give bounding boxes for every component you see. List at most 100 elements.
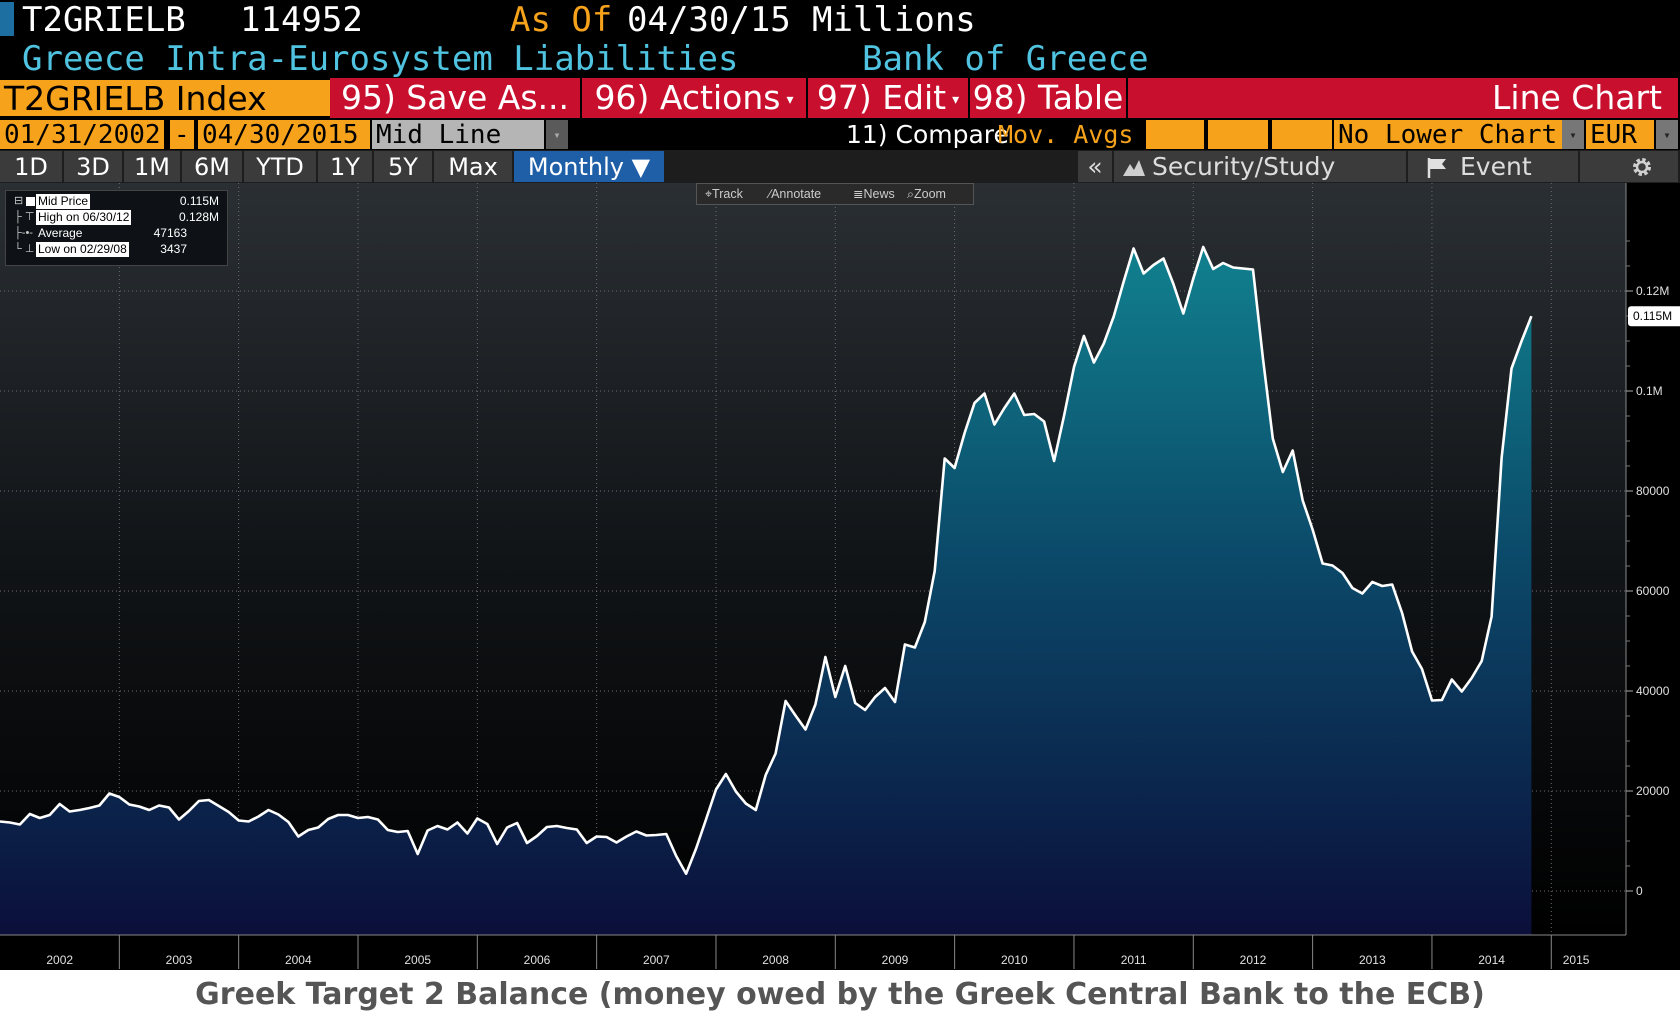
study-slot-1[interactable] <box>1146 120 1206 149</box>
series-line <box>0 245 1533 876</box>
start-date-input[interactable]: 01/31/2002 <box>0 120 164 150</box>
legend-row: ⊟ Mid Price 0.115M <box>6 194 227 209</box>
actions-button[interactable]: 96) Actions ▾ <box>582 78 808 118</box>
low-marker-icon: └ ⊥ <box>14 243 35 255</box>
x-tick-label: 2014 <box>1478 953 1505 967</box>
last-value-tag-text: 0.115M <box>1633 309 1672 323</box>
last-value: 114952 <box>240 0 363 40</box>
table-button[interactable]: 98) Table <box>970 78 1128 118</box>
end-date-input[interactable]: 04/30/2015 <box>198 120 370 150</box>
save-as-label: 95) Save As... <box>340 78 570 117</box>
as-of-date: 04/30/15 <box>627 0 791 40</box>
chart-mountain-icon <box>1123 160 1145 176</box>
legend-label: Average <box>38 226 83 240</box>
x-tick-label: 2006 <box>524 953 551 967</box>
y-tick-label: 0.12M <box>1636 284 1669 298</box>
legend-value: 47163 <box>153 226 187 240</box>
as-of-label: As Of <box>510 0 613 40</box>
legend-label: High on 06/30/12 <box>36 210 132 225</box>
chart-type-text: Line Chart <box>1492 78 1662 117</box>
settings-button[interactable] <box>1580 151 1680 182</box>
legend-row: └ ⊥ Low on 02/29/08 3437 <box>6 242 227 257</box>
period-bar: 1D 3D 1M 6M YTD 1Y 5Y Max Monthly ▼ « Se… <box>0 150 1680 183</box>
track-tool[interactable]: ⌖ Track <box>705 184 743 204</box>
annotate-label: Annotate <box>771 187 822 201</box>
event-button[interactable]: Event <box>1408 151 1580 182</box>
toolbar: T2GRIELB Index 95) Save As... 96) Action… <box>0 78 1680 118</box>
y-tick-label: 40000 <box>1636 684 1670 698</box>
security-name: Greece Intra-Eurosystem Liabilities <box>22 39 739 79</box>
chevron-down-icon[interactable]: ▾ <box>546 120 568 149</box>
study-slot-3[interactable] <box>1272 120 1332 149</box>
security-study-button[interactable]: Security/Study <box>1114 151 1408 182</box>
news-tool[interactable]: ≣ News <box>853 184 895 204</box>
legend-row: ├-•- Average 47163 <box>6 226 227 241</box>
chevron-down-icon: ▾ <box>786 91 794 108</box>
y-tick-label: 20000 <box>1636 784 1670 798</box>
flag-icon <box>1427 158 1446 178</box>
security-source: Bank of Greece <box>862 39 1149 79</box>
period-5y[interactable]: 5Y <box>374 151 434 182</box>
chevron-down-icon[interactable]: ▾ <box>1656 120 1678 149</box>
table-label: 98) Table <box>972 78 1124 117</box>
collapse-button[interactable]: « <box>1078 151 1114 182</box>
chart-tools: ⌖ Track ∕ Annotate ≣ News ⌕ Zoom <box>696 183 974 205</box>
period-ytd[interactable]: YTD <box>244 151 318 182</box>
chevron-down-icon[interactable]: ▾ <box>1562 120 1584 149</box>
y-tick-label: 0.1M <box>1636 384 1663 398</box>
ticker: T2GRIELB <box>22 0 186 40</box>
chevron-down-icon: ▾ <box>952 91 960 108</box>
y-axis-ticks: 0 20000 40000 60000 80000 0.1M 0.12M <box>1626 240 1670 898</box>
x-tick-label: 2003 <box>166 953 193 967</box>
date-range-row: 01/31/2002 - 04/30/2015 Mid Line ▾ 11) C… <box>0 118 1680 150</box>
y-tick-label: 60000 <box>1636 584 1670 598</box>
x-tick-label: 2002 <box>46 953 73 967</box>
event-label: Event <box>1460 152 1532 181</box>
x-tick-label: 2009 <box>882 953 909 967</box>
x-tick-label: 2010 <box>1001 953 1028 967</box>
x-tick-label: 2007 <box>643 953 670 967</box>
legend-row: ├ ⊤ High on 06/30/12 0.128M <box>6 210 227 225</box>
header-marker <box>0 2 14 36</box>
x-axis: 2002 2003 2004 2005 2006 2007 2008 2009 2010 2011… <box>0 934 1680 970</box>
period-3d[interactable]: 3D <box>64 151 124 182</box>
study-slot-2[interactable] <box>1208 120 1270 149</box>
security-header: T2GRIELB 114952 As Of 04/30/15 Millions <box>0 0 1680 40</box>
x-tick-label: 2005 <box>404 953 431 967</box>
period-1m[interactable]: 1M <box>124 151 182 182</box>
last-value-tag: 0.115M <box>1628 306 1680 327</box>
high-marker-icon: ├ ⊤ <box>14 211 35 223</box>
mov-avgs-button[interactable]: Mov. Avgs <box>998 120 1134 149</box>
y-tick-label: 0 <box>1636 884 1643 898</box>
x-tick-label: 2004 <box>285 953 312 967</box>
chart-type-label: Line Chart <box>1128 78 1680 118</box>
index-label[interactable]: T2GRIELB Index <box>0 80 330 118</box>
zoom-tool[interactable]: ⌕ Zoom <box>907 184 946 204</box>
compare-button[interactable]: 11) Compare <box>846 120 1009 149</box>
security-study-label: Security/Study <box>1152 152 1336 181</box>
actions-label: 96) Actions <box>594 78 781 117</box>
zoom-label: Zoom <box>914 187 946 201</box>
period-1d[interactable]: 1D <box>0 151 64 182</box>
legend-label: Low on 02/29/08 <box>36 242 129 257</box>
gear-icon <box>1633 158 1651 176</box>
frequency-select[interactable]: Monthly ▼ <box>514 151 666 182</box>
annotate-tool[interactable]: ∕ Annotate <box>769 184 821 204</box>
edit-label: 97) Edit <box>816 78 947 117</box>
legend-label: Mid Price <box>36 194 91 209</box>
x-tick-label: 2011 <box>1121 953 1147 967</box>
lower-chart-select[interactable]: No Lower Chart <box>1334 120 1562 150</box>
x-tick-label: 2013 <box>1359 953 1386 967</box>
period-1y[interactable]: 1Y <box>318 151 374 182</box>
period-6m[interactable]: 6M <box>182 151 244 182</box>
save-as-button[interactable]: 95) Save As... <box>330 78 582 118</box>
edit-button[interactable]: 97) Edit ▾ <box>808 78 970 118</box>
currency-select[interactable]: EUR <box>1586 120 1654 150</box>
collapse-icon[interactable]: ⊟ <box>14 195 24 207</box>
average-marker-icon: ├-•- <box>14 227 33 239</box>
period-max[interactable]: Max <box>434 151 514 182</box>
figure-caption: Greek Target 2 Balance (money owed by th… <box>0 970 1680 1020</box>
chart-mode-select[interactable]: Mid Line <box>372 120 544 150</box>
series-area <box>0 247 1532 935</box>
